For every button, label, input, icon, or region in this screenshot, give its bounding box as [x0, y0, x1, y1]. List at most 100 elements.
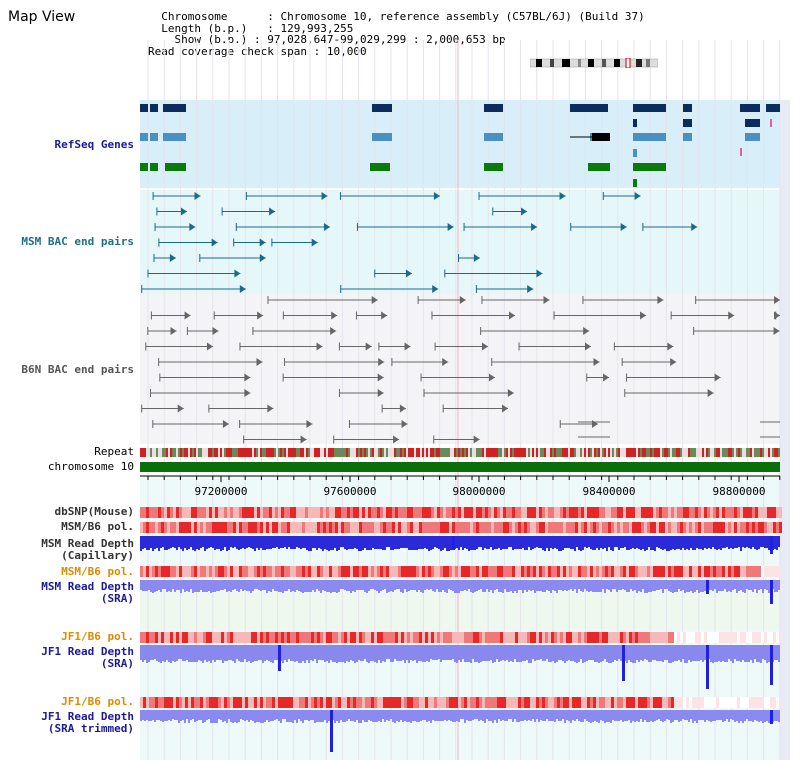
depth-bar [152, 580, 154, 593]
depth-bar [430, 645, 432, 659]
depth-bar [180, 710, 182, 721]
heat-segment [620, 697, 623, 708]
heat-segment [527, 507, 530, 518]
depth-bar [650, 536, 652, 550]
repeat-segment [452, 448, 454, 457]
heat-segment [518, 522, 521, 533]
depth-bar [620, 580, 622, 590]
depth-bar [424, 645, 426, 662]
depth-bar [564, 536, 566, 548]
repeat-segment [546, 448, 548, 457]
track-label-msm-bac[interactable]: MSM BAC end pairs [21, 235, 134, 248]
heat-segment [200, 697, 203, 708]
depth-bar [738, 580, 740, 591]
heat-segment [533, 566, 536, 577]
heat-segment [590, 507, 593, 518]
track-label-dbsnp[interactable]: dbSNP(Mouse) [54, 505, 134, 518]
repeat-segment [508, 448, 510, 457]
track-label-jf1-b6-pol-2[interactable]: JF1/B6 pol. [61, 695, 134, 708]
heat-segment [482, 632, 485, 643]
heat-segment [668, 697, 671, 708]
heat-segment [689, 507, 692, 518]
depth-bar [350, 580, 352, 593]
depth-bar [552, 536, 554, 549]
repeat-segment [230, 448, 232, 457]
depth-bar [350, 645, 352, 660]
heat-segment [743, 697, 746, 708]
coverage-value: 10,000 [326, 44, 367, 58]
depth-bar [688, 580, 690, 592]
repeat-segment [558, 448, 560, 457]
depth-bar [532, 710, 534, 719]
heat-segment [758, 566, 761, 577]
heat-segment [710, 697, 713, 708]
depth-bar [216, 536, 218, 549]
heat-segment [248, 566, 251, 577]
depth-bar [338, 710, 340, 723]
track-label-msm-depth-sra[interactable]: MSM Read Depth (SRA) [41, 581, 134, 605]
depth-bar [740, 580, 742, 590]
repeat-segment [372, 448, 374, 457]
heat-segment [221, 522, 224, 533]
heat-segment [197, 697, 200, 708]
depth-bar [568, 645, 570, 660]
heat-segment [590, 522, 593, 533]
track-label-msm-b6-pol-2[interactable]: MSM/B6 pol. [61, 565, 134, 578]
heat-segment [410, 507, 413, 518]
heat-segment [605, 632, 608, 643]
repeat-segment [194, 448, 196, 457]
heat-segment [431, 522, 434, 533]
heat-segment [515, 632, 518, 643]
track-label-jf1-b6-pol[interactable]: JF1/B6 pol. [61, 630, 134, 643]
repeat-segment [504, 448, 506, 457]
heat-segment [686, 697, 689, 708]
heat-segment [695, 522, 698, 533]
depth-bar [256, 710, 258, 722]
depth-bar [580, 645, 582, 659]
depth-bar [530, 710, 532, 721]
depth-bar [276, 710, 278, 719]
track-label-b6n-bac[interactable]: B6N BAC end pairs [21, 363, 134, 376]
heat-segment [311, 507, 314, 518]
repeat-segment [320, 448, 322, 457]
depth-bar [734, 645, 736, 659]
depth-bar [176, 710, 178, 720]
repeat-segment [424, 448, 426, 457]
heat-segment [656, 507, 659, 518]
track-label-msm-depth-capillary[interactable]: MSM Read Depth (Capillary) [41, 538, 134, 562]
jf1-depth-sra-line2: (SRA) [100, 657, 134, 670]
repeat-segment [484, 448, 486, 457]
track-label-refseq[interactable]: RefSeq Genes [54, 138, 134, 151]
track-label-msm-b6-pol[interactable]: MSM/B6 pol. [61, 520, 134, 533]
heat-segment [524, 697, 527, 708]
heat-segment [176, 522, 179, 533]
heat-segment [569, 697, 572, 708]
depth-bar [262, 536, 264, 550]
depth-bar [370, 645, 372, 661]
heat-segment [278, 507, 281, 518]
depth-bar [486, 645, 488, 661]
depth-bar [224, 580, 226, 589]
heat-segment [389, 697, 392, 708]
depth-bar [682, 580, 684, 590]
depth-bar [690, 645, 692, 662]
depth-bar [342, 710, 344, 722]
depth-bar [218, 645, 220, 660]
track-label-jf1-depth-sra[interactable]: JF1 Read Depth (SRA) [41, 646, 134, 670]
chromosome-ideogram[interactable] [529, 53, 659, 69]
repeat-segment [226, 448, 228, 457]
bac-pair-arrow [508, 311, 515, 320]
repeat-segment [724, 448, 726, 457]
depth-bar [672, 580, 674, 593]
heat-segment [485, 522, 488, 533]
heat-segment [281, 566, 284, 577]
track-label-jf1-depth-trimmed[interactable]: JF1 Read Depth (SRA trimmed) [41, 711, 134, 735]
depth-bar [624, 580, 626, 590]
depth-bar [564, 710, 566, 723]
repeat-segment [538, 448, 540, 457]
depth-bar [766, 580, 768, 590]
repeat-segment [776, 448, 778, 457]
repeat-segment [466, 448, 468, 457]
heat-segment [662, 522, 665, 533]
heat-segment [590, 566, 593, 577]
